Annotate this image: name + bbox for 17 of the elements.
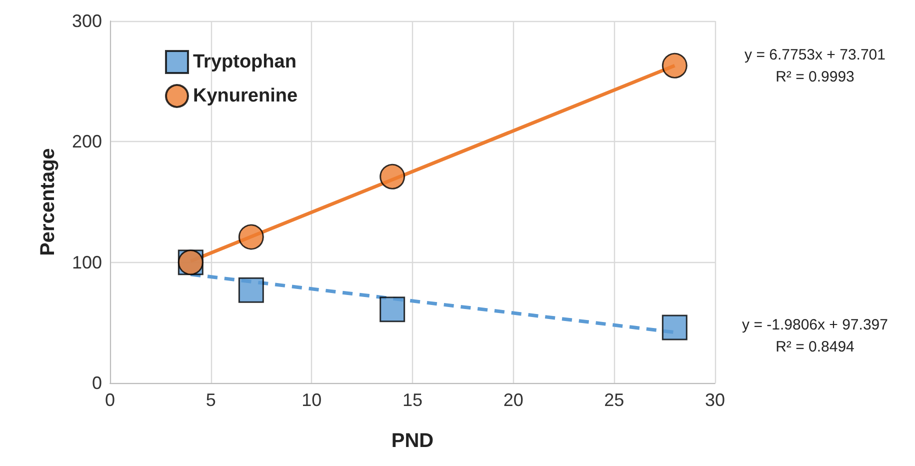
y-tick-label: 0 bbox=[92, 373, 102, 393]
x-tick-label: 30 bbox=[704, 390, 726, 410]
x-tick-label: 20 bbox=[503, 390, 524, 410]
legend-label: Kynurenine bbox=[193, 86, 298, 106]
legend-label: Tryptophan bbox=[193, 52, 296, 72]
x-tick-label: 5 bbox=[206, 390, 216, 410]
text: y = -1.9806x + 97.397 R² = 0.8494 bbox=[742, 316, 888, 356]
y-axis-title: Percentage bbox=[37, 148, 59, 256]
x-tick-label: 10 bbox=[302, 390, 322, 410]
x-tick-label: 0 bbox=[104, 390, 116, 410]
x-axis-title: PND bbox=[391, 430, 434, 452]
y-tick-label: 200 bbox=[72, 132, 102, 152]
x-tick-label: 25 bbox=[604, 390, 624, 410]
x-tick-label: 15 bbox=[402, 390, 423, 410]
text: y = 6.7753x + 73.701 R² = 0.9993 bbox=[744, 46, 886, 86]
y-tick-label: 300 bbox=[72, 11, 102, 31]
y-tick-label: 100 bbox=[72, 252, 102, 272]
